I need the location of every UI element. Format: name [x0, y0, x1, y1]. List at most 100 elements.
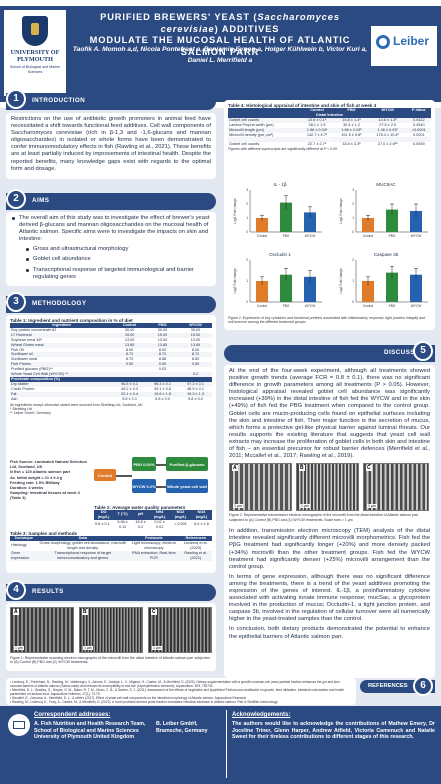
section-title: AIMS — [32, 197, 50, 204]
results-figure-card: A 1 µm B 1 µm C 1 µm Figure 1: Represent… — [6, 603, 216, 671]
table-cell: 1.58 ± 0.04ᵃ — [299, 127, 335, 133]
table-subheader-row: Proximate composition (%) — [10, 376, 212, 382]
address-a: A. Fish Nutrition and Health Research Te… — [34, 721, 146, 741]
y-tick-label: 0 — [246, 230, 248, 234]
table-header-cell: References — [179, 536, 212, 541]
plymouth-logo: UNIVERSITY OF PLYMOUTH School of Biologi… — [4, 10, 66, 96]
table-header-cell: PBG — [334, 108, 369, 113]
table2-caption: Table 2: Average water quality parameter… — [94, 505, 186, 510]
section-title: DISCUSSION — [384, 349, 428, 356]
bar-control — [362, 218, 374, 232]
table-row: Sunflower meal 8.70 8.68 8.50 — [10, 357, 212, 362]
bar-wycw — [410, 211, 422, 232]
title-banner — [0, 6, 441, 102]
table-row: Sunflower oil 8.72 8.72 8.72 — [10, 352, 212, 358]
y-axis-label: Log2 Fold change — [339, 268, 343, 294]
aim-item: Goblet cell abundance — [25, 256, 211, 263]
facility-line: Sampling: intestinal tissues at week 4 (… — [10, 490, 80, 501]
sem-panel-b: B 1 µm — [79, 607, 143, 653]
discussion-card: At the end of the four-week experiment, … — [224, 365, 435, 678]
table-row: Goblet cell counts 10.5 ± 0.1ᵃ 10.8 ± 1.4ᵃ… — [228, 117, 431, 123]
introduction-text: Restrictions on the use of antibiotic gr… — [11, 116, 211, 172]
gene-expression-charts: IL - 1β Log2 Fold change 0 1 2 3 Control PBG WYC… — [233, 182, 428, 308]
table-cell: RNA extraction; Real-time PCR — [128, 550, 180, 561]
section-number-badge: 4 — [6, 580, 26, 600]
table-row: Fish Oil 8.00 8.00 8.00 — [10, 348, 212, 353]
table-header-cell: WYCW — [368, 108, 407, 113]
table-cell: 5.8 ± 0.0 — [188, 396, 203, 401]
table-header-cell: PBG — [146, 323, 180, 328]
table-cell: 0.50 — [113, 362, 147, 368]
table-cell: Purified glucans (PBG)** — [11, 367, 53, 372]
table-row: Gene expression Transcriptional response … — [10, 550, 212, 561]
table-cell: < 0.001 — [174, 522, 187, 527]
table-row: LT Fishmeal 15.00 15.00 15.00 — [10, 332, 212, 338]
table-cell: 27.0 ± 2.6ᵃᵇ — [377, 142, 398, 147]
fish-facility-info: Fish Source: Landcatch Natural Selection… — [10, 459, 90, 501]
x-tick-label: PBG — [389, 304, 396, 308]
university-crest-icon — [22, 16, 48, 46]
leiber-name: Leiber — [393, 34, 430, 48]
table-cell: Soy protein concentrate 62 — [11, 327, 57, 332]
y-axis-label: Log2 Fold change — [339, 198, 343, 224]
acknowledgements-heading: Acknowledgements: — [232, 712, 291, 718]
table-cell: 30.00 — [124, 327, 135, 332]
x-tick-label: WYCW — [305, 234, 315, 238]
y-tick-label: 0 — [246, 300, 248, 304]
table-cell: 8.72 — [179, 352, 212, 358]
treatment-flow-diagram: Control PBG 0.02% WYCW 0.2% Purified β-g… — [94, 453, 212, 501]
table-cell: 5.8 ± 0.1 — [122, 396, 137, 401]
address-b: B. Leiber GmbH, Bramsche, Germany — [156, 721, 208, 734]
table-cell: 96.3 ± 0.1 — [146, 381, 180, 387]
y-tick-label: 2 — [352, 202, 354, 206]
x-tick-label: Control — [363, 234, 374, 238]
logo-text-line2: PLYMOUTH — [17, 56, 53, 63]
section-number-badge: 3 — [6, 292, 26, 312]
table-cell: 1.86 ± 0.03ᵇ — [334, 127, 369, 133]
table-cell: Lamina Propria width (µm) — [229, 122, 274, 127]
table-cell: Transcriptional response of target immun… — [37, 550, 129, 561]
ingredient-table: Ingredient Control PBG WYCW Soy protein con… — [10, 323, 212, 402]
table-group-row: Distal Intestine — [228, 112, 431, 118]
scale-bar: 1 µm — [83, 646, 93, 650]
table4-note: Figures with different superscripts are … — [228, 147, 337, 152]
email-icon — [8, 714, 30, 736]
table-cell: 15.00 — [113, 332, 147, 338]
table-cell: LT Fishmeal — [10, 332, 114, 338]
title-part1: PURIFIED BREWERS' YEAST ( — [100, 12, 258, 22]
facility-line: Duration: 4 weeks — [10, 485, 44, 491]
table-cell: 14.6 ± 1.3ᵇ — [368, 117, 407, 123]
author-list: Taofik A. Momoh a,d, Nicola Pontefract a… — [70, 44, 370, 66]
x-tick-label: WYCW — [411, 234, 421, 238]
discussion-paragraph-3: In terms of gene expression, although th… — [229, 573, 430, 623]
table-cell: 97.2 ± 0.1 — [179, 381, 212, 387]
table-cell: 13.00 — [190, 337, 201, 342]
flow-arrow — [116, 475, 132, 477]
gene-figure-caption: Figure 1: Expression of key cytokines an… — [228, 316, 426, 325]
table-cell: 8.00 — [191, 347, 200, 352]
references-card: • Leclercq, E., Pontefract, N., Rawling,… — [6, 678, 356, 705]
table-cell: 0.0001 — [412, 132, 425, 137]
table-header-cell: DO (mg/L) — [94, 510, 114, 520]
panel-label: B — [299, 465, 305, 472]
facility-line: N fish = 120 Atlantic salmon parr — [10, 469, 71, 475]
acknowledgements-text: The authors would like to acknowledge th… — [232, 721, 435, 741]
aims-intro-item: The overall aim of this study was to inv… — [11, 215, 211, 243]
table-cell: Soybean meal 48* — [11, 337, 43, 342]
table-cell: Sunflower meal — [11, 357, 38, 362]
water-quality-table: DO (mg/L) T (°C) pH NH3 (mg/L) NO2 (mg/L) NO3… — [94, 510, 212, 530]
table-cell: 0.50 — [179, 362, 212, 368]
table-cell: Histology — [11, 543, 27, 548]
y-tick-label: 1 — [246, 216, 248, 220]
table-cell: 22.7 ± 2.7ᵃ — [307, 142, 327, 147]
table-cell: Ash — [11, 396, 18, 401]
discussion-paragraph-1: At the end of the four-week experiment, … — [229, 368, 430, 460]
leiber-mark-icon — [376, 35, 390, 49]
bar-pbg — [386, 272, 398, 302]
table-cell: Fish Oil — [11, 347, 24, 352]
table-header-cell: Data — [37, 536, 129, 541]
title-part1-end: ) ADDITIVES — [214, 23, 280, 34]
y-tick-label: 0 — [352, 300, 354, 304]
reference-item: • Rawling, M., Leclercq, E., Foey, A., C… — [10, 700, 279, 705]
bar-wycw — [304, 212, 316, 232]
